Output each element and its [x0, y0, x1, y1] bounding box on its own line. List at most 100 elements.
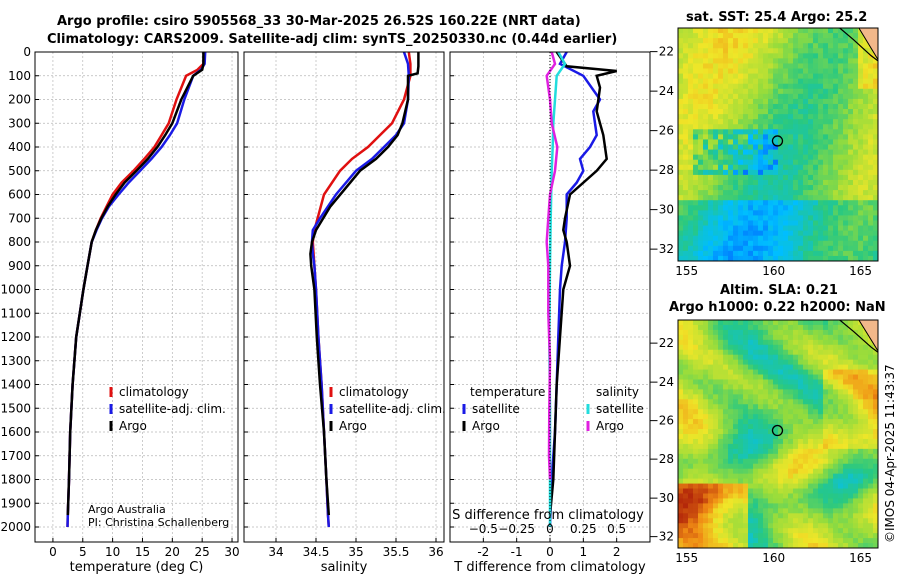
map-cell — [703, 190, 709, 196]
map-cell — [708, 33, 714, 39]
map-cell — [853, 63, 859, 69]
map-cell — [768, 320, 774, 326]
map-cell — [863, 453, 869, 460]
map-cell — [753, 124, 759, 130]
map-cell — [818, 394, 824, 400]
map-cell — [723, 240, 729, 247]
map-cell — [788, 523, 794, 529]
map-cell — [778, 329, 784, 336]
map-cell — [753, 354, 759, 361]
map-cell — [808, 508, 814, 514]
map-cell — [688, 344, 694, 351]
map-cell — [783, 195, 789, 201]
map-cell — [683, 245, 689, 252]
map-cell — [823, 179, 829, 186]
map-cell — [753, 384, 759, 390]
map-cell — [733, 43, 739, 49]
title-line-1: Argo profile: csiro 5905568_33 30-Mar-20… — [57, 14, 581, 29]
map-cell — [843, 463, 849, 470]
map-cell — [823, 230, 829, 237]
map-cell — [828, 245, 834, 252]
map-cell — [803, 250, 809, 257]
map-cell — [778, 245, 784, 252]
map-cell — [753, 533, 759, 539]
map-cell — [718, 399, 724, 405]
map-cell — [763, 93, 769, 100]
map-cell — [738, 429, 744, 435]
map-cell — [748, 468, 754, 475]
map-cell — [783, 114, 789, 120]
map-cell — [788, 109, 794, 115]
map-cell — [713, 334, 719, 341]
map-cell — [758, 543, 764, 548]
map-cell — [693, 88, 699, 95]
map-cell — [813, 369, 819, 375]
map-cell — [723, 404, 729, 410]
map-cell — [733, 179, 739, 186]
map-cell — [723, 210, 729, 216]
map-cell — [683, 488, 689, 494]
map-cell — [723, 179, 729, 186]
map-cell — [718, 419, 724, 425]
map-cell — [733, 78, 739, 85]
map-cell — [863, 404, 869, 410]
map-cell — [743, 359, 749, 366]
map-cell — [868, 185, 874, 191]
map-cell — [738, 134, 744, 140]
map-cell — [718, 374, 724, 380]
map-cell — [708, 38, 714, 44]
map-cell — [738, 139, 744, 145]
map-cell — [718, 114, 724, 120]
map-cell — [793, 453, 799, 460]
map-cell — [783, 458, 789, 465]
map-cell — [773, 134, 779, 140]
map-cell — [788, 195, 794, 201]
map-cell — [803, 434, 809, 440]
map-cell — [863, 369, 869, 375]
map-cell — [713, 508, 719, 514]
map-cell — [778, 483, 784, 489]
map-cell — [738, 424, 744, 430]
map-cell — [773, 468, 779, 475]
map-cell — [703, 255, 709, 261]
map-cell — [763, 443, 769, 450]
map-cell — [738, 225, 744, 232]
map-cell — [703, 63, 709, 69]
map-cell — [843, 359, 849, 366]
map-cell — [738, 164, 744, 171]
map-cell — [828, 369, 834, 375]
map-cell — [723, 493, 729, 499]
map-cell — [713, 129, 719, 135]
map-cell — [823, 404, 829, 410]
map-cell — [743, 379, 749, 385]
map-cell — [828, 174, 834, 181]
map-cell — [863, 250, 869, 257]
map-cell — [788, 149, 794, 156]
legend-t-sat-label: satellite-adj. clim. — [119, 402, 226, 416]
map-cell — [758, 98, 764, 105]
map-cell — [793, 200, 799, 206]
map-cell — [818, 190, 824, 196]
map-cell — [743, 225, 749, 232]
map-cell — [768, 513, 774, 519]
map-cell — [728, 533, 734, 539]
map-cell — [828, 329, 834, 336]
map-cell — [728, 185, 734, 191]
map-cell — [773, 453, 779, 460]
map-cell — [713, 103, 719, 110]
map-cell — [863, 154, 869, 161]
map-cell — [778, 359, 784, 366]
map-cell — [738, 235, 744, 242]
map-cell — [778, 119, 784, 125]
map-cell — [748, 473, 754, 480]
s-diff-tick-label: −0.25 — [498, 522, 535, 536]
map-cell — [743, 139, 749, 145]
map-cell — [703, 58, 709, 64]
map-cell — [753, 414, 759, 420]
map-cell — [778, 164, 784, 171]
map-cell — [863, 144, 869, 150]
map-cell — [748, 139, 754, 145]
map-cell — [683, 119, 689, 125]
map-frame-sst_map — [677, 27, 879, 262]
map-cell — [813, 473, 819, 480]
